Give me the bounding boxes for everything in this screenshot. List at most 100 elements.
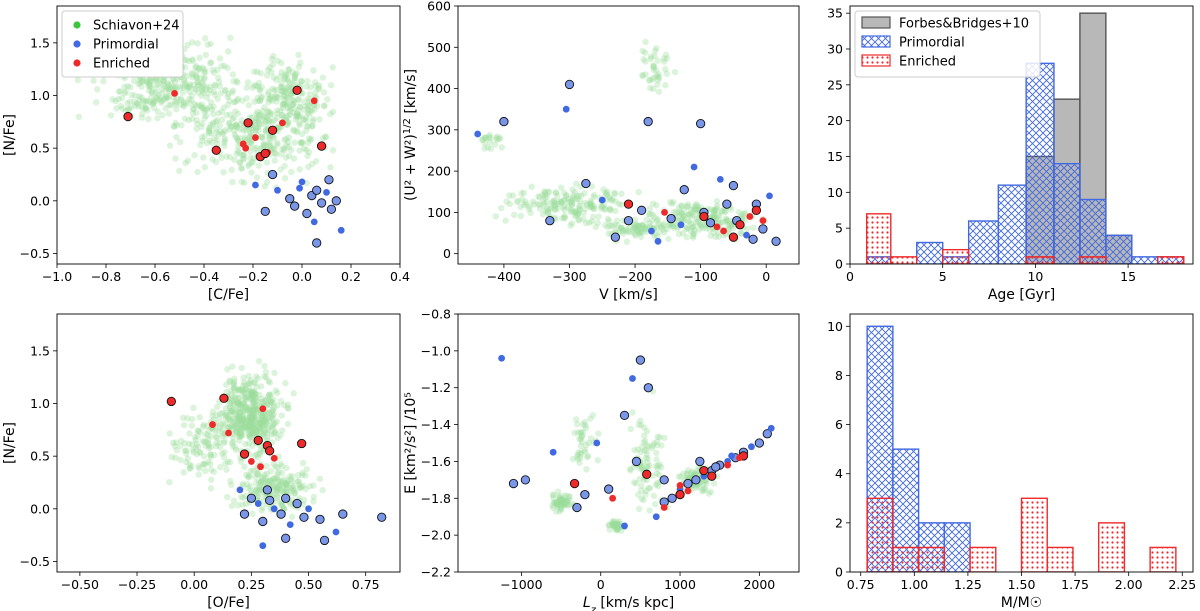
field-star-point: [250, 414, 257, 421]
field-star-point: [252, 473, 259, 481]
field-star-point: [256, 451, 263, 458]
field-star-point: [172, 84, 179, 91]
field-star-point: [650, 63, 658, 70]
field-star-point: [74, 76, 82, 84]
field-star-point: [543, 193, 551, 200]
legend-swatch: [861, 16, 891, 29]
field-star-point: [189, 441, 196, 448]
field-star-point: [245, 417, 252, 424]
field-star-point: [710, 208, 718, 215]
field-star-point: [221, 139, 228, 146]
field-star-point: [250, 398, 258, 406]
field-star-point: [263, 159, 271, 166]
field-star-point: [278, 500, 286, 508]
field-star-point: [176, 167, 183, 175]
field-star-point: [644, 459, 651, 466]
field-star-point: [265, 417, 273, 425]
field-star-point: [557, 504, 565, 511]
field-star-point: [227, 477, 234, 485]
field-star-point: [252, 393, 259, 401]
enriched-point: [675, 489, 685, 500]
x-tick-label: −0.8: [91, 269, 121, 284]
primordial-point: [691, 475, 701, 485]
field-star-point: [187, 96, 195, 104]
field-star-point: [195, 64, 203, 72]
field-star-point: [200, 81, 207, 88]
field-star-point: [284, 112, 292, 119]
field-star-point: [282, 71, 290, 79]
field-star-point: [218, 108, 226, 115]
field-star-point: [136, 79, 144, 87]
field-star-point: [681, 212, 688, 220]
field-star-point: [252, 402, 259, 409]
field-star-point: [149, 100, 157, 107]
field-star-point: [222, 86, 229, 94]
field-star-point: [543, 205, 551, 212]
field-star-point: [645, 210, 653, 218]
field-star-point: [656, 461, 664, 468]
field-star-point: [228, 123, 235, 130]
field-star-point: [232, 446, 240, 454]
field-star-point: [594, 219, 601, 226]
field-star-point: [148, 100, 156, 108]
primordial-point: [648, 227, 655, 235]
field-star-point: [653, 72, 660, 79]
field-star-point: [238, 414, 245, 421]
field-star-point: [244, 406, 251, 413]
field-star-point: [578, 438, 586, 446]
field-star-point: [197, 141, 204, 149]
field-star-point: [249, 420, 257, 427]
field-star-point: [260, 113, 267, 121]
field-star-point: [226, 459, 234, 466]
field-star-point: [144, 77, 151, 85]
field-star-point: [492, 213, 499, 220]
field-star-point: [210, 468, 218, 476]
field-star-point: [255, 111, 263, 119]
field-star-point: [235, 417, 242, 425]
field-star-point: [244, 480, 251, 488]
field-star-point: [279, 84, 286, 91]
x-tick-label: −0.6: [140, 269, 170, 284]
primordial-point: [666, 213, 676, 224]
field-star-point: [217, 128, 224, 135]
field-star-point: [587, 199, 595, 207]
field-star-point: [267, 96, 274, 104]
field-star-point: [202, 438, 210, 445]
x-tick-label: 1000: [664, 577, 696, 592]
field-star-point: [263, 470, 270, 477]
field-star-point: [274, 484, 281, 491]
field-star-point: [304, 78, 311, 85]
field-star-point: [271, 369, 278, 377]
field-star-point: [154, 91, 162, 98]
field-star-point: [294, 114, 301, 121]
field-star-point: [629, 409, 636, 416]
x-tick-label: 0.4: [390, 269, 410, 284]
field-star-point: [178, 437, 185, 444]
field-star-point: [627, 425, 634, 433]
field-star-point: [684, 470, 691, 477]
field-star-point: [282, 380, 289, 387]
field-star-point: [482, 134, 490, 142]
field-star-point: [290, 97, 297, 104]
field-star-point: [669, 222, 676, 230]
field-star-point: [481, 139, 488, 147]
field-star-point: [221, 142, 228, 150]
primordial-point: [716, 175, 724, 183]
field-star-point: [226, 377, 233, 384]
histogram-bar: [942, 248, 970, 264]
field-star-point: [253, 471, 261, 478]
field-star-point: [257, 428, 264, 435]
field-star-point: [207, 451, 214, 458]
x-tick-label: −100: [683, 269, 717, 284]
field-star-point: [590, 193, 598, 201]
field-star-point: [264, 107, 272, 115]
field-star-point: [190, 105, 197, 112]
field-star-point: [623, 238, 630, 245]
field-star-point: [193, 74, 200, 82]
field-star-point: [574, 195, 581, 203]
field-star-point: [642, 38, 649, 46]
field-star-point: [253, 451, 260, 458]
field-star-point: [274, 498, 281, 505]
field-star-point: [201, 460, 208, 467]
field-star-point: [282, 135, 290, 143]
